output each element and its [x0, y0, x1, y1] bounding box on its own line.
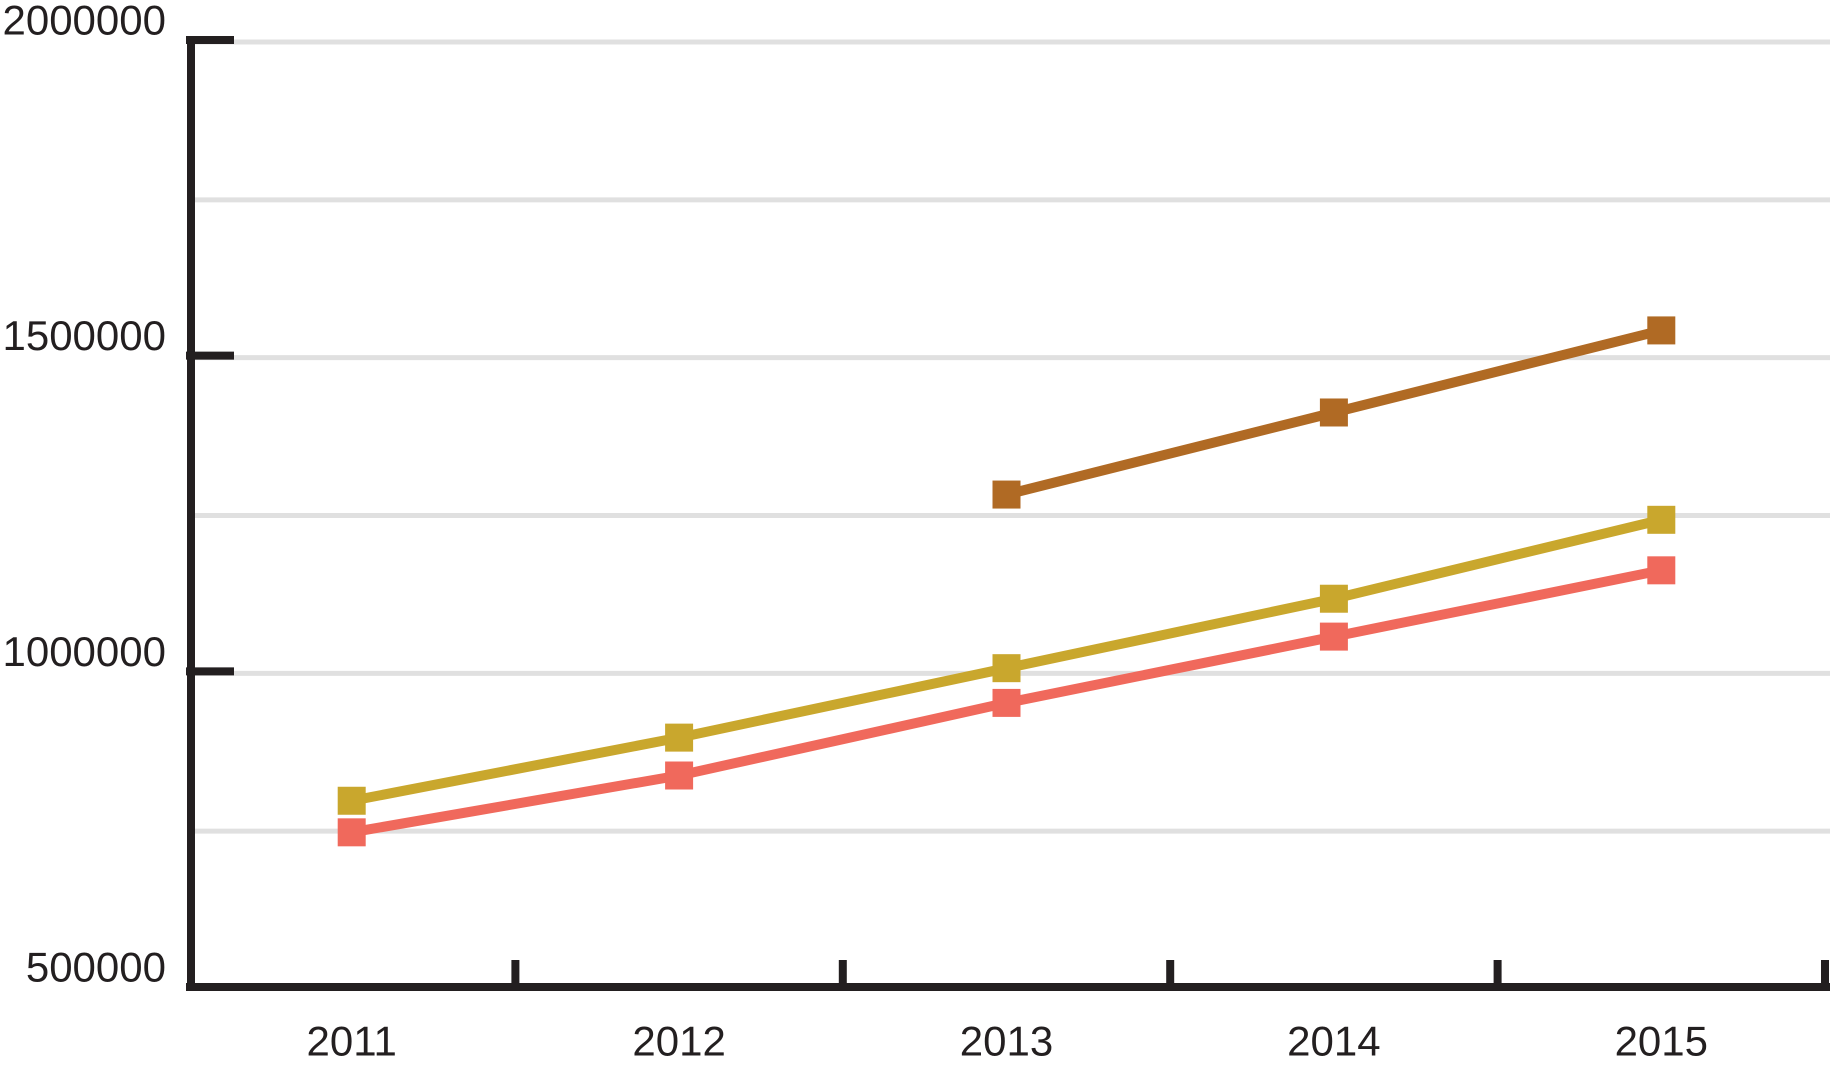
series-yellow-marker: [665, 723, 694, 752]
series-brown-marker: [1647, 316, 1676, 345]
series-brown-marker: [1319, 398, 1348, 427]
series-yellow-marker: [992, 654, 1021, 683]
x-axis-label: 2014: [1287, 1018, 1380, 1065]
y-axis-label: 1000000: [2, 628, 166, 675]
series-red-marker: [1647, 556, 1676, 585]
y-axis-label: 500000: [26, 944, 166, 991]
series-brown-marker: [992, 480, 1021, 509]
series-red-marker: [665, 761, 694, 790]
x-axis-label: 2013: [960, 1018, 1053, 1065]
series-red-marker: [992, 688, 1021, 717]
x-axis-label: 2015: [1615, 1018, 1708, 1065]
series-red-marker: [1319, 622, 1348, 651]
series-yellow-marker: [337, 786, 366, 815]
series-yellow-marker: [1319, 584, 1348, 613]
y-axis-label: 2000000: [2, 0, 166, 44]
y-axis-label: 1500000: [2, 312, 166, 359]
x-axis-label: 2012: [632, 1018, 725, 1065]
series-yellow-marker: [1647, 505, 1676, 534]
series-red-marker: [337, 818, 366, 847]
x-axis-label: 2011: [307, 1018, 397, 1065]
